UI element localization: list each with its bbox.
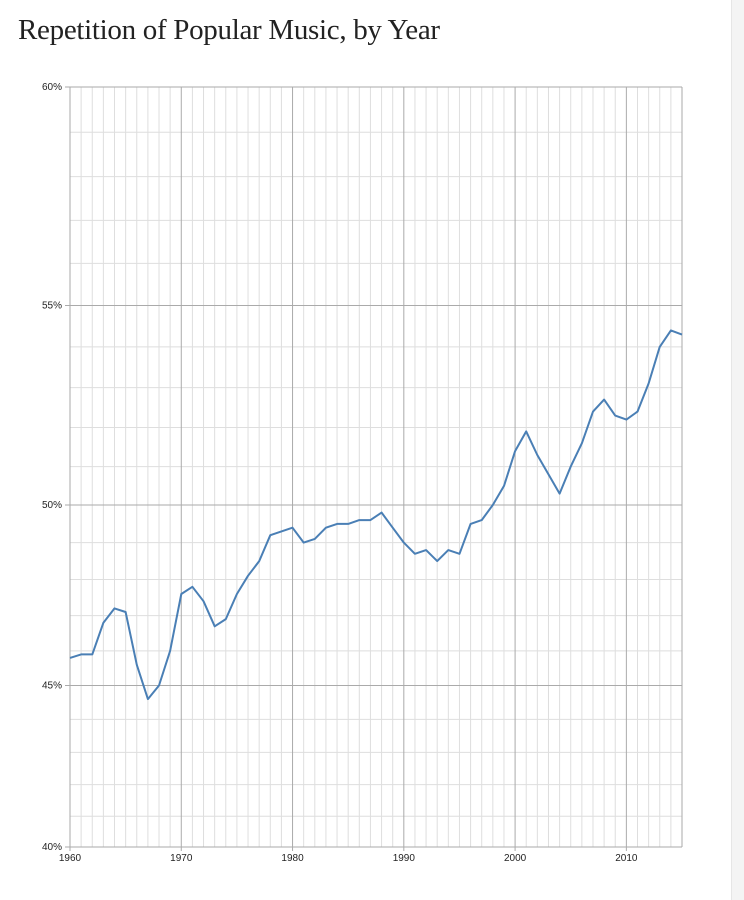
x-tick-label: 1970 [170,853,193,864]
y-tick-label: 40% [42,842,62,853]
y-tick-label: 50% [42,500,62,511]
x-tick-label: 2000 [504,853,527,864]
x-tick-label: 2010 [615,853,638,864]
y-tick-label: 60% [42,82,62,93]
x-tick-label: 1980 [281,853,304,864]
y-tick-label: 45% [42,681,62,692]
y-tick-label: 55% [42,301,62,312]
scrollbar[interactable] [731,0,744,900]
chart-title: Repetition of Popular Music, by Year [18,14,440,46]
x-tick-label: 1960 [59,853,82,864]
series-line [69,329,683,701]
x-tick-label: 1990 [393,853,416,864]
